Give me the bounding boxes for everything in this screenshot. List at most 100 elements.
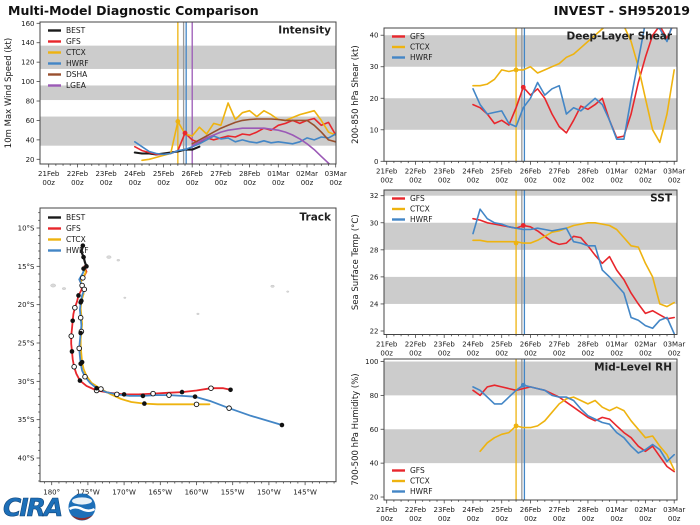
x-tick-label: 00z [524, 515, 537, 523]
lat-tick-label: 30°S [18, 378, 35, 386]
x-tick-label: 01Mar [606, 167, 628, 175]
x-tick-label: 00z [329, 179, 342, 187]
y-axis-label: 200-850 hPa Shear (kt) [351, 45, 361, 144]
panel-title: Intensity [278, 25, 331, 37]
series-rh-gfs [472, 384, 676, 473]
init-marker [520, 382, 526, 388]
x-tick-label: 01Mar [606, 506, 628, 514]
lat-tick-label: 35°S [18, 416, 35, 424]
lat-tick-label: 40°S [18, 455, 35, 463]
x-tick-label: 00z [668, 515, 681, 523]
track-point-open [72, 304, 78, 311]
legend-label: HWRF [410, 487, 433, 496]
x-tick-label: 01Mar [606, 341, 628, 349]
series-sst-ctcx [472, 221, 676, 308]
island-outline [196, 312, 200, 315]
legend-label: GFS [66, 224, 81, 233]
intensity-panel: 21Feb00z22Feb00z23Feb00z24Feb00z25Feb00z… [4, 20, 347, 187]
x-tick-label: 24Feb [124, 170, 146, 178]
track-point-open [76, 345, 82, 352]
plot-frame [39, 21, 337, 165]
series-intensity-best [133, 145, 201, 156]
init-marker [513, 67, 519, 73]
y-tick-label: 20 [370, 95, 379, 103]
track-point-open [77, 314, 84, 321]
legend-gfs: GFS [48, 37, 81, 46]
x-tick-label: 00z [71, 179, 84, 187]
cira-logo-text: CIRA [3, 493, 62, 522]
x-tick-label: 27Feb [549, 506, 571, 514]
plot-frame [383, 358, 678, 501]
x-tick-label: 00z [467, 176, 480, 184]
category-band [384, 276, 677, 304]
x-tick-label: 00z [409, 176, 422, 184]
panel-title: Track [300, 212, 332, 224]
x-tick-label: 00z [639, 176, 652, 184]
panel-title: Mid-Level RH [594, 362, 672, 374]
series-shear-ctcx [472, 28, 676, 144]
category-band [40, 45, 336, 69]
legend-gfs: GFS [392, 466, 425, 475]
x-tick-label: 23Feb [95, 170, 117, 178]
track-point-open [114, 391, 120, 398]
x-tick-label: 00z [524, 350, 537, 358]
track-ctcx [79, 266, 211, 406]
x-tick-label: 00z [438, 350, 451, 358]
x-tick-label: 23Feb [434, 167, 456, 175]
x-tick-label: 25Feb [491, 167, 513, 175]
lat-tick-label: 15°S [18, 263, 35, 271]
track-point-filled [142, 401, 147, 406]
init-marker [513, 423, 519, 429]
y-tick-label: 26 [370, 273, 379, 281]
track-point-open [150, 390, 156, 397]
x-tick-label: 21Feb [376, 167, 398, 175]
track-panel: 180° 175°W 170°W 165°W 160°W 155°W 150°W 145°W 1… [18, 207, 337, 497]
lon-tick-label: 150°W [257, 489, 281, 497]
legend-label: GFS [66, 37, 81, 46]
x-tick-label: 00z [380, 176, 393, 184]
legend-ctcx: CTCX [48, 48, 86, 57]
legend-ctcx: CTCX [392, 205, 430, 214]
x-tick-label: 28Feb [577, 167, 599, 175]
init-marker [175, 119, 181, 124]
x-tick-label: 02Mar [634, 341, 656, 349]
y-tick-label: 20 [370, 494, 379, 502]
x-tick-label: 27Feb [549, 167, 571, 175]
x-tick-label: 21Feb [38, 170, 60, 178]
legend-hwrf: HWRF [392, 53, 433, 62]
legend-label: CTCX [66, 235, 86, 244]
legend-label: CTCX [410, 205, 430, 214]
y-tick-label: 120 [21, 59, 34, 67]
legend-label: LGEA [66, 81, 87, 90]
x-tick-label: 00z [495, 515, 508, 523]
x-tick-label: 22Feb [405, 341, 427, 349]
legend-lgea: LGEA [48, 81, 87, 90]
x-tick-label: 26Feb [520, 506, 542, 514]
legend-gfs: GFS [48, 224, 81, 233]
lon-tick-label: 180° [43, 489, 60, 497]
track-point-filled [179, 389, 185, 395]
x-tick-label: 00z [409, 350, 422, 358]
y-tick-label: 80 [26, 98, 35, 106]
x-tick-label: 21Feb [376, 506, 398, 514]
track-point-filled [69, 349, 75, 354]
category-band [384, 35, 677, 67]
x-tick-label: 27Feb [210, 170, 232, 178]
track-point-filled [70, 318, 75, 324]
x-tick-label: 23Feb [434, 341, 456, 349]
x-tick-label: 22Feb [405, 506, 427, 514]
x-tick-label: 00z [582, 350, 595, 358]
legend-label: GFS [410, 194, 425, 203]
y-axis-label: 10m Max Wind Speed (kt) [4, 38, 14, 148]
y-tick-label: 60 [370, 426, 379, 434]
y-tick-label: 100 [21, 78, 34, 86]
y-axis-label: Sea Surface Temp (°C) [351, 214, 361, 310]
legend-label: HWRF [66, 246, 89, 255]
legend-label: DSHA [66, 70, 88, 79]
y-tick-label: 24 [370, 300, 379, 308]
track-point-open [81, 286, 88, 293]
x-tick-label: 00z [380, 350, 393, 358]
legend-gfs: GFS [392, 32, 425, 41]
legend-label: CTCX [66, 48, 86, 57]
